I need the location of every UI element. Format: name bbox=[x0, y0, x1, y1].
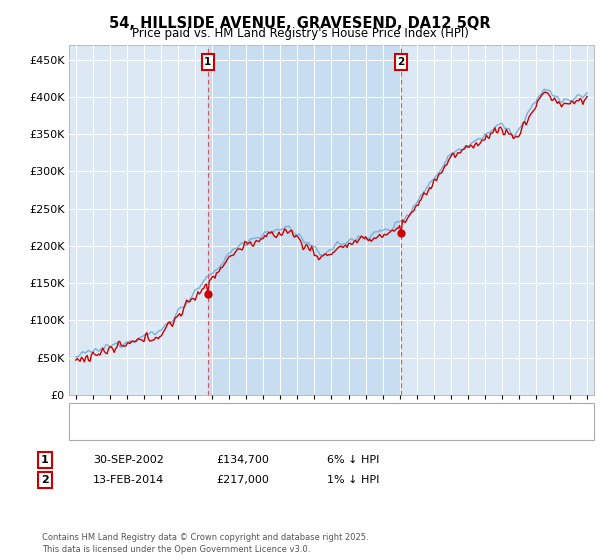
Bar bbox=[208, 45, 401, 395]
Text: HPI: Average price, semi-detached house, Gravesham: HPI: Average price, semi-detached house,… bbox=[105, 427, 386, 437]
Text: 1: 1 bbox=[41, 455, 49, 465]
Text: 2: 2 bbox=[397, 57, 405, 67]
Text: £134,700: £134,700 bbox=[216, 455, 269, 465]
Text: 13-FEB-2014: 13-FEB-2014 bbox=[93, 475, 164, 485]
Text: 54, HILLSIDE AVENUE, GRAVESEND, DA12 5QR (semi-detached house): 54, HILLSIDE AVENUE, GRAVESEND, DA12 5QR… bbox=[105, 418, 470, 428]
Text: 2: 2 bbox=[41, 475, 49, 485]
Text: £217,000: £217,000 bbox=[216, 475, 269, 485]
Text: 54, HILLSIDE AVENUE, GRAVESEND, DA12 5QR: 54, HILLSIDE AVENUE, GRAVESEND, DA12 5QR bbox=[109, 16, 491, 31]
Text: 6% ↓ HPI: 6% ↓ HPI bbox=[327, 455, 379, 465]
Text: Price paid vs. HM Land Registry's House Price Index (HPI): Price paid vs. HM Land Registry's House … bbox=[131, 27, 469, 40]
Text: Contains HM Land Registry data © Crown copyright and database right 2025.
This d: Contains HM Land Registry data © Crown c… bbox=[42, 533, 368, 554]
Text: 1% ↓ HPI: 1% ↓ HPI bbox=[327, 475, 379, 485]
Text: 1: 1 bbox=[204, 57, 212, 67]
Text: 30-SEP-2002: 30-SEP-2002 bbox=[93, 455, 164, 465]
